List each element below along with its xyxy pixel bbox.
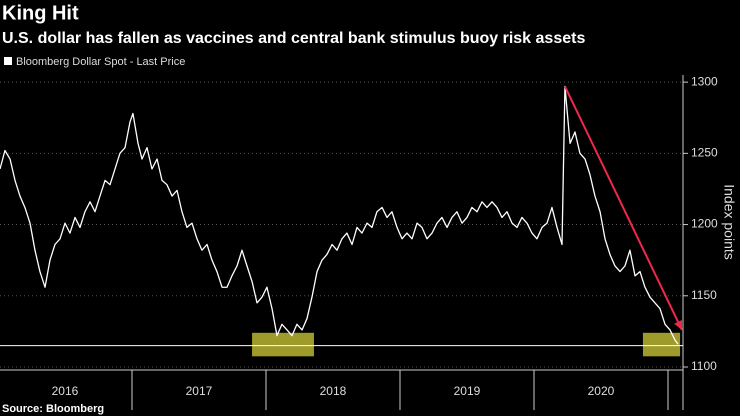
y-tick-label: 1300: [691, 74, 718, 88]
chart-title: King Hit: [2, 2, 79, 24]
arrow-head: [674, 319, 682, 330]
highlight-box: [642, 332, 681, 357]
highlight-box: [252, 332, 314, 357]
x-tick-label: 2020: [588, 384, 615, 398]
y-tick-label: 1200: [691, 217, 718, 231]
x-tick-label: 2018: [320, 384, 347, 398]
legend-label: Bloomberg Dollar Spot - Last Price: [16, 56, 185, 68]
source: Source: Bloomberg: [2, 403, 104, 415]
y-tick-label: 1150: [691, 288, 717, 302]
y-axis-label: Index points: [721, 184, 737, 260]
y-tick-label: 1250: [691, 146, 718, 160]
x-tick-label: 2019: [454, 384, 481, 398]
x-tick-label: 2017: [186, 384, 213, 398]
legend-swatch: [4, 57, 12, 65]
data-line: [0, 85, 679, 345]
y-tick-label: 1100: [691, 359, 717, 373]
x-tick-label: 2016: [52, 384, 79, 398]
arrow-shaft: [564, 85, 683, 331]
chart-subtitle: U.S. dollar has fallen as vaccines and c…: [2, 30, 585, 47]
